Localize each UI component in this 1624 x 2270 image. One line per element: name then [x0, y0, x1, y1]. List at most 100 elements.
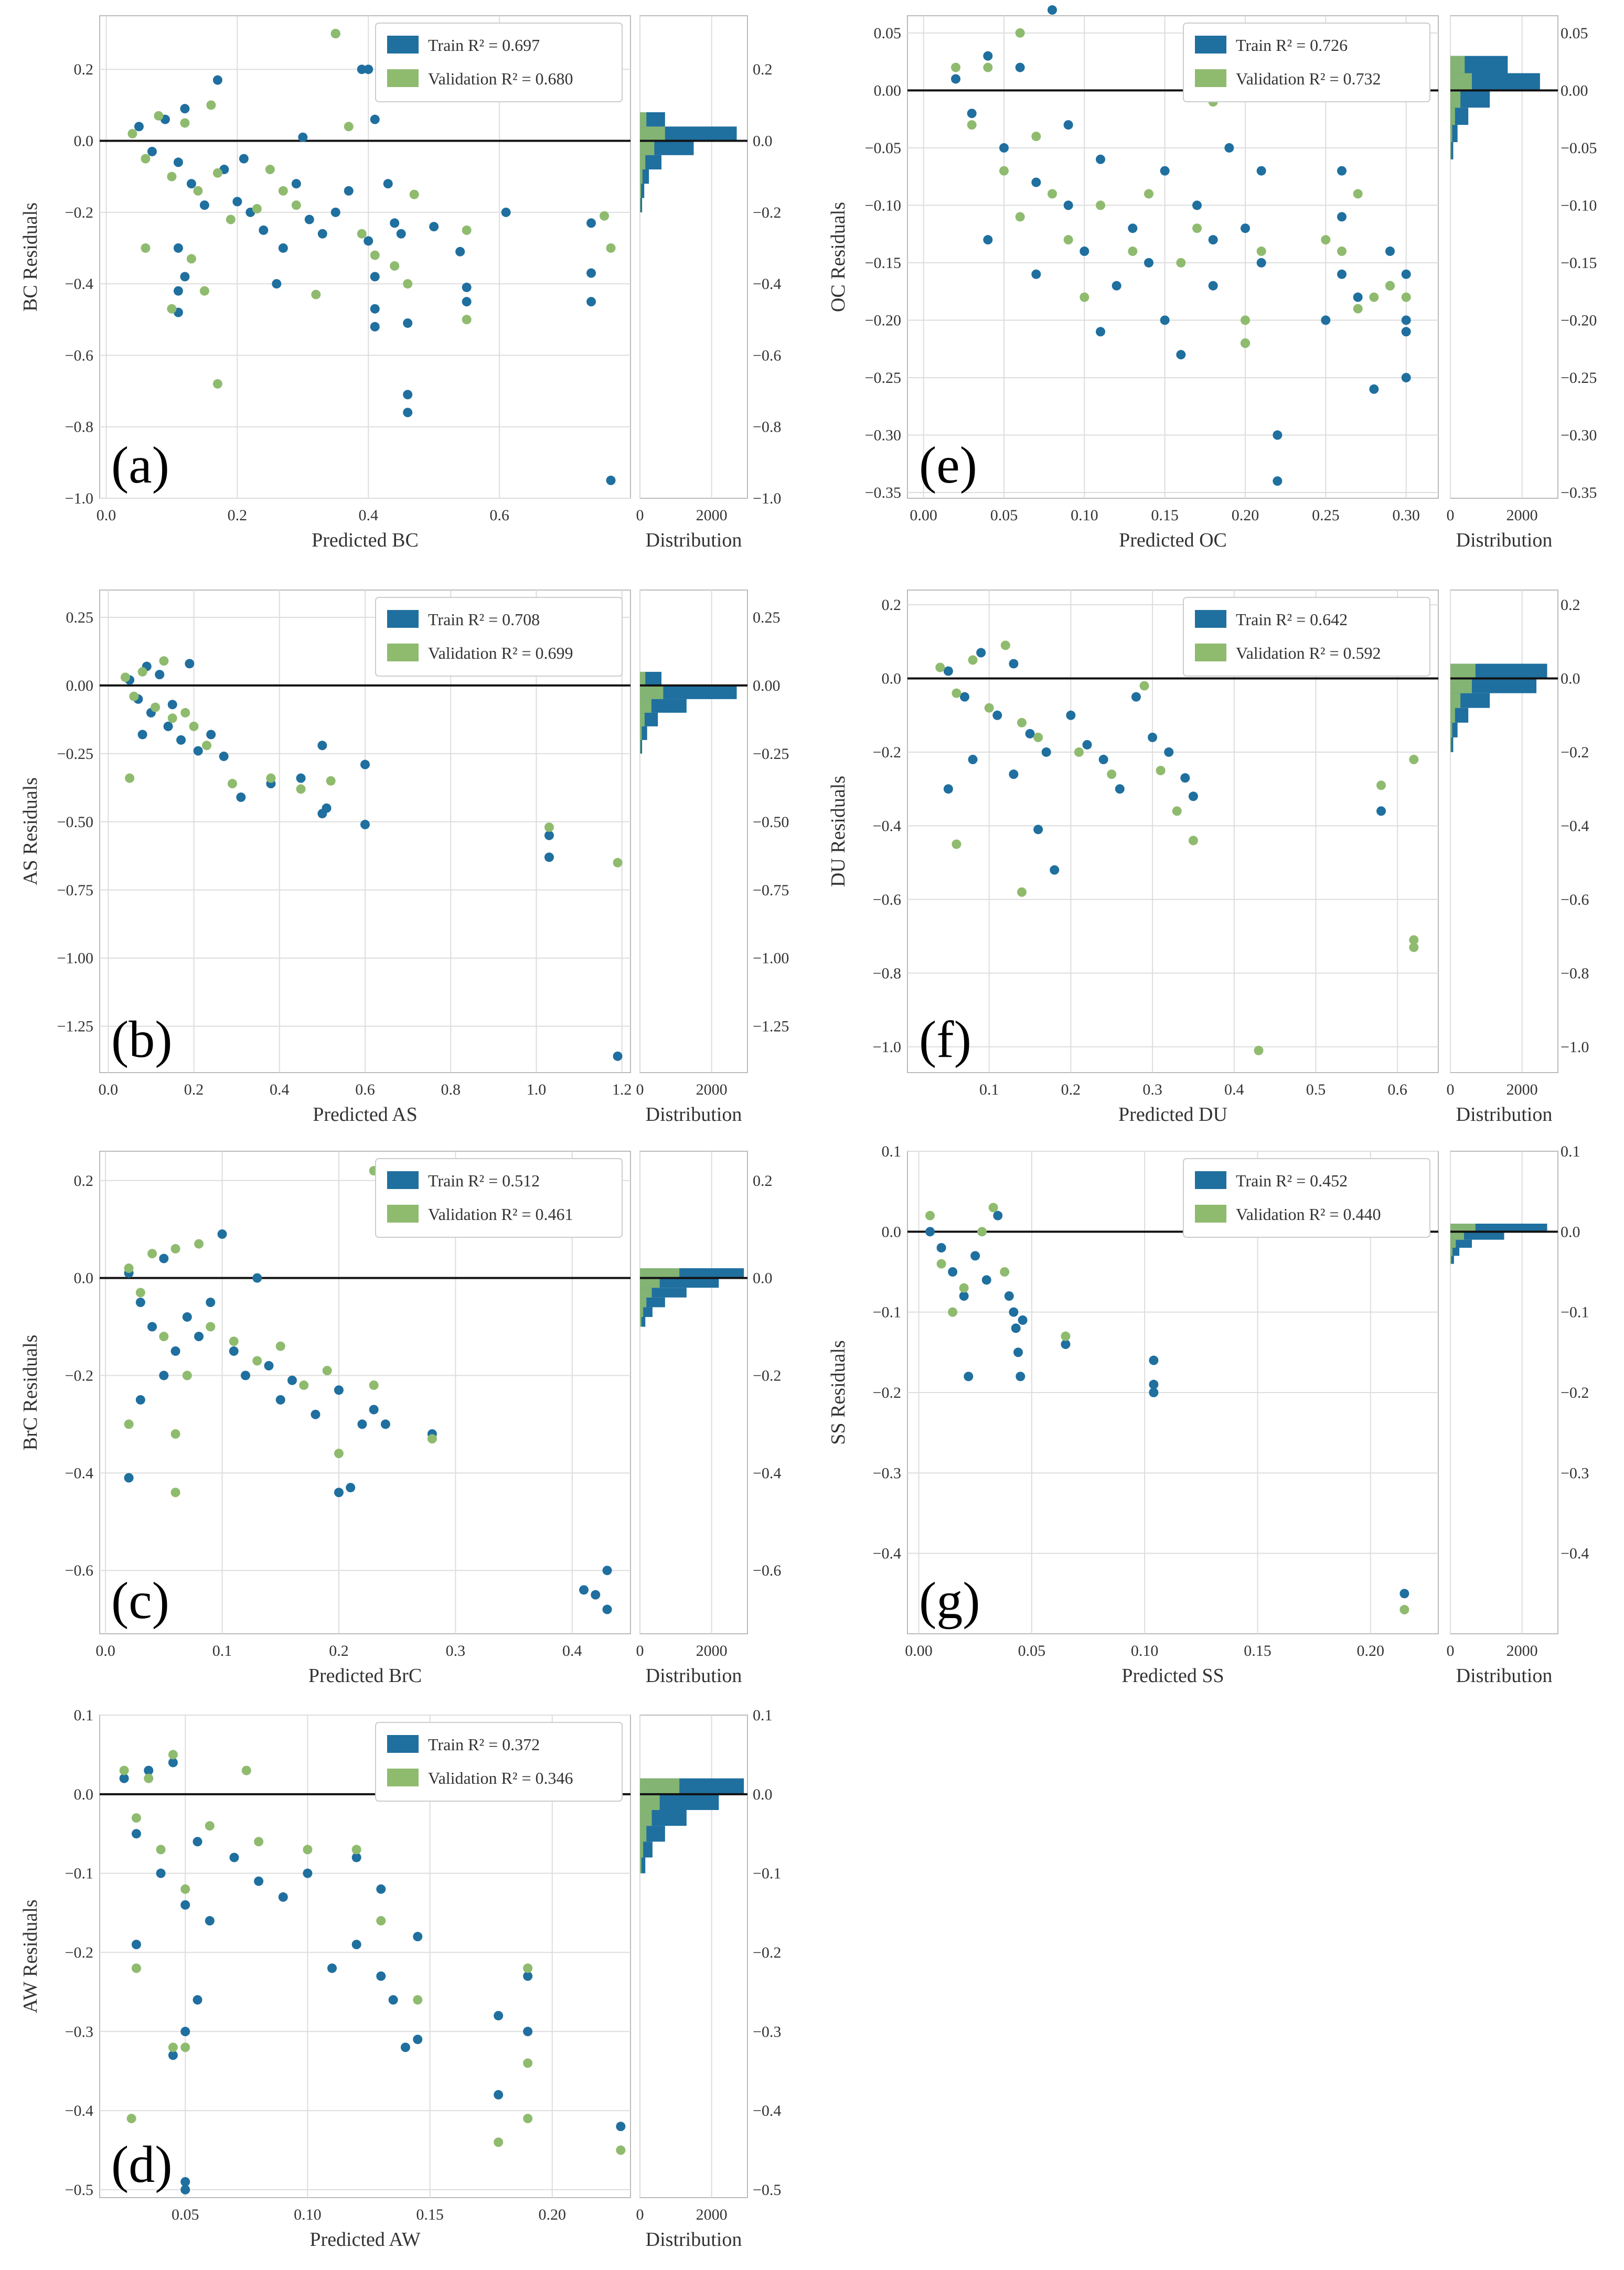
validation-point — [959, 1283, 969, 1293]
validation-point — [952, 688, 961, 698]
y-tick-label: 0.0 — [74, 1270, 94, 1287]
y-tick-label-right: −0.10 — [1561, 197, 1597, 214]
validation-point — [156, 1845, 166, 1855]
y-tick-label: −0.50 — [57, 813, 93, 831]
train-point — [1004, 1291, 1014, 1301]
legend-swatch-validation — [1195, 644, 1226, 661]
panel-a: 0.0 0.2 0.4 0.6 −1.0 −1.0 −0.8 −0.8 −0.6 −0.6 −0.4… — [19, 15, 781, 551]
distribution-tick-label: 2000 — [696, 1081, 728, 1098]
legend-swatch-train — [1195, 1171, 1226, 1189]
train-point — [1385, 247, 1395, 256]
y-tick-label: 0.1 — [74, 1707, 94, 1724]
y-tick-label-right: −0.35 — [1561, 484, 1597, 501]
legend-label-train: Train R² = 0.697 — [428, 36, 540, 55]
validation-point — [1048, 189, 1057, 199]
distribution-label: Distribution — [646, 1104, 742, 1126]
y-tick-label-right: 0.00 — [753, 677, 781, 694]
y-tick-label: 0.0 — [74, 133, 94, 150]
validation-point — [254, 1837, 264, 1847]
train-point — [176, 735, 186, 745]
legend-box — [1183, 1158, 1430, 1238]
y-tick-label-right: −0.6 — [753, 1562, 781, 1579]
train-point — [948, 1267, 958, 1277]
train-point — [1041, 747, 1051, 757]
x-tick-label: 1.2 — [612, 1081, 632, 1098]
y-tick-label-right: 0.0 — [1561, 1223, 1580, 1240]
train-point — [168, 1758, 178, 1768]
train-point — [494, 2090, 504, 2100]
histogram-bar-validation — [1450, 108, 1455, 125]
train-point — [1321, 315, 1331, 325]
y-tick-label-right: −1.00 — [753, 950, 789, 967]
train-point — [429, 222, 439, 232]
train-point — [135, 1298, 145, 1308]
histogram-bar-validation — [1450, 663, 1476, 679]
validation-point — [1409, 755, 1419, 765]
train-point — [1369, 384, 1379, 394]
legend-swatch-validation — [387, 644, 419, 661]
distribution-label: Distribution — [1456, 529, 1553, 551]
legend-swatch-train — [387, 1171, 419, 1189]
validation-point — [212, 379, 222, 389]
x-tick-label: 0.0 — [99, 1081, 119, 1098]
y-tick-label: −0.10 — [865, 197, 901, 214]
y-tick-label-right: −0.8 — [1561, 965, 1589, 982]
train-point — [951, 74, 960, 84]
y-tick-label: −0.4 — [65, 1464, 93, 1482]
validation-point — [199, 286, 209, 296]
distribution-area — [639, 590, 748, 1073]
train-point — [403, 408, 413, 417]
train-point — [219, 752, 229, 762]
train-point — [1144, 258, 1153, 267]
legend-box — [375, 1722, 623, 1802]
train-point — [135, 1395, 145, 1405]
train-point — [351, 1940, 361, 1950]
train-point — [173, 286, 183, 296]
train-point — [403, 318, 413, 328]
validation-point — [129, 691, 139, 701]
panel-label: (f) — [919, 1010, 971, 1068]
panel-label: (g) — [919, 1571, 980, 1630]
validation-point — [1321, 235, 1331, 245]
y-tick-label-right: 0.1 — [1561, 1143, 1580, 1160]
train-point — [1160, 315, 1170, 325]
train-point — [1241, 223, 1250, 233]
validation-point — [159, 1332, 169, 1342]
train-point — [403, 390, 413, 400]
validation-point — [616, 2145, 626, 2155]
validation-point — [326, 776, 336, 786]
validation-point — [935, 662, 945, 672]
legend-swatch-train — [387, 1735, 419, 1753]
validation-point — [936, 1259, 946, 1269]
train-point — [943, 666, 953, 676]
validation-point — [296, 784, 306, 794]
x-tick-label: 0.2 — [184, 1081, 204, 1098]
train-point — [170, 1346, 180, 1356]
train-point — [390, 218, 400, 228]
train-point — [501, 207, 511, 217]
x-tick-label: 0.20 — [1357, 1642, 1385, 1659]
legend-label-train: Train R² = 0.708 — [428, 610, 540, 629]
validation-point — [151, 702, 161, 712]
y-tick-label-right: 0.0 — [753, 133, 773, 150]
x-tick-label: 0.05 — [990, 507, 1018, 524]
y-tick-label: −0.2 — [65, 1944, 93, 1961]
distribution-label: Distribution — [646, 1665, 742, 1687]
train-point — [1273, 476, 1283, 486]
y-tick-label: −0.4 — [873, 817, 901, 834]
histogram-bar-validation — [640, 1841, 644, 1858]
validation-point — [952, 839, 961, 849]
validation-point — [189, 721, 199, 731]
y-tick-label: 0.00 — [874, 82, 902, 99]
y-tick-label-right: −0.05 — [1561, 140, 1597, 157]
histogram-bar-validation — [640, 1857, 642, 1873]
train-point — [1208, 235, 1218, 245]
distribution-panel: 0 2000 Distribution — [636, 15, 748, 551]
train-point — [137, 730, 147, 740]
panel-f: 0.1 0.2 0.3 0.4 0.5 0.6 −1.0 −1.0 −0.8 −0.8 −0.6 −0… — [827, 590, 1589, 1126]
y-tick-label: −0.3 — [873, 1464, 901, 1482]
y-tick-label-right: −0.6 — [1561, 891, 1589, 908]
validation-point — [1139, 681, 1149, 691]
train-point — [357, 1419, 367, 1429]
